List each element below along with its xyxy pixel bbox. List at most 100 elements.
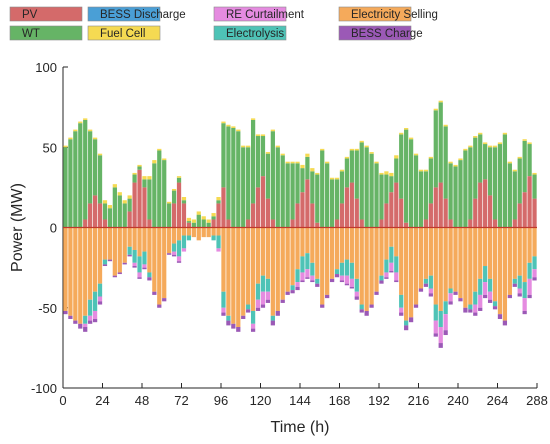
bar-electrolysis xyxy=(433,304,438,321)
bar-electricity-selling xyxy=(399,227,404,295)
bar-electricity-selling xyxy=(295,227,300,270)
bar-electricity-selling xyxy=(384,227,389,260)
bar-electricity-selling xyxy=(162,227,167,299)
bar-fuel-cell xyxy=(255,134,261,137)
bar-bess-charge xyxy=(221,312,226,316)
bar-electricity-selling xyxy=(290,227,295,286)
bar-re-curtailment xyxy=(295,282,300,287)
bar-pv xyxy=(428,203,433,228)
bar-fuel-cell xyxy=(176,176,182,178)
bar-bess-charge xyxy=(478,307,483,311)
bar-bess-charge xyxy=(157,304,162,308)
bar-electricity-selling xyxy=(315,227,320,279)
x-tick-label: 96 xyxy=(214,393,228,408)
legend-label-re-curtailment: RE Curtailment xyxy=(226,9,305,21)
bar-re-curtailment xyxy=(483,282,488,295)
bar-electricity-selling xyxy=(418,227,424,289)
bar-fuel-cell xyxy=(349,148,354,151)
bar-wt xyxy=(260,136,266,177)
legend-swatch-electricity-selling xyxy=(338,6,412,22)
bar-bess-charge xyxy=(167,253,172,255)
bar-bess-charge xyxy=(384,277,389,279)
bar-wt xyxy=(250,119,256,204)
x-tick-label: 144 xyxy=(289,393,311,408)
bar-wt xyxy=(290,163,295,220)
bar-electricity-selling xyxy=(102,227,108,260)
legend-label-pv: PV xyxy=(22,9,38,21)
bar-pv xyxy=(443,198,448,228)
bar-wt xyxy=(408,139,414,228)
bar-electricity-selling xyxy=(344,227,350,260)
bar-bess-charge xyxy=(88,320,93,324)
bar-pv xyxy=(468,219,473,228)
bar-fuel-cell xyxy=(399,132,404,135)
bar-fuel-cell xyxy=(201,216,206,220)
bar-fuel-cell xyxy=(92,137,98,140)
bar-fuel-cell xyxy=(300,164,305,169)
bar-electricity-selling xyxy=(487,227,493,279)
bar-wt xyxy=(275,147,280,228)
bar-electricity-selling xyxy=(181,227,187,236)
bar-electrolysis xyxy=(221,291,226,308)
bar-fuel-cell xyxy=(280,153,285,156)
bar-fuel-cell xyxy=(497,142,503,145)
bar-fuel-cell xyxy=(241,145,246,148)
bar-pv xyxy=(246,219,251,228)
bar-wt xyxy=(236,131,241,228)
bar-fuel-cell xyxy=(290,161,295,164)
bar-electricity-selling xyxy=(483,227,488,267)
bar-electricity-selling xyxy=(132,227,137,250)
bar-wt xyxy=(453,166,458,228)
x-tick-label: 120 xyxy=(250,393,272,408)
bar-wt xyxy=(221,123,226,188)
bar-electricity-selling xyxy=(83,227,88,316)
bar-wt xyxy=(176,177,182,183)
bar-electricity-selling xyxy=(147,227,152,273)
legend-swatch-pv xyxy=(9,6,83,22)
bar-wt xyxy=(78,123,83,228)
bar-fuel-cell xyxy=(379,172,384,175)
bar-electricity-selling xyxy=(310,227,315,263)
bar-bess-charge xyxy=(107,259,113,262)
bar-wt xyxy=(186,221,192,223)
bar-fuel-cell xyxy=(147,176,152,180)
bar-wt xyxy=(404,129,409,223)
bar-fuel-cell xyxy=(102,200,108,204)
bar-wt xyxy=(157,150,162,228)
bar-electricity-selling xyxy=(73,227,78,321)
bar-wt xyxy=(522,140,527,193)
x-tick-label: 216 xyxy=(408,393,430,408)
bar-electrolysis xyxy=(468,304,473,310)
bar-bess-charge xyxy=(122,262,127,265)
bar-wt xyxy=(487,147,493,196)
bar-fuel-cell xyxy=(275,145,280,148)
bar-fuel-cell xyxy=(88,129,93,132)
bar-electrolysis xyxy=(492,301,498,307)
bar-electrolysis xyxy=(315,278,320,284)
bar-fuel-cell xyxy=(334,177,340,180)
bar-electricity-selling xyxy=(275,227,280,311)
bar-pv xyxy=(334,219,340,228)
bar-electrolysis xyxy=(250,310,256,324)
bar-wt xyxy=(532,174,537,199)
bar-bess-charge xyxy=(300,280,305,283)
bar-bess-charge xyxy=(487,299,493,303)
bar-wt xyxy=(206,222,211,228)
bar-bess-charge xyxy=(374,291,379,295)
bar-re-curtailment xyxy=(265,291,271,300)
bar-electricity-selling xyxy=(502,227,508,321)
bar-wt xyxy=(413,155,419,228)
bar-wt xyxy=(497,144,503,228)
bar-fuel-cell xyxy=(285,161,290,164)
bar-wt xyxy=(448,163,453,220)
bar-electrolysis xyxy=(394,256,399,273)
bar-bess-charge xyxy=(320,304,325,308)
bar-bess-charge xyxy=(250,328,256,332)
bar-bess-charge xyxy=(364,310,369,316)
bar-electrolysis xyxy=(512,278,517,284)
bar-electricity-selling xyxy=(260,227,266,276)
bar-electricity-selling xyxy=(374,227,379,292)
bar-bess-charge xyxy=(137,277,142,279)
bar-fuel-cell xyxy=(157,148,162,151)
bar-fuel-cell xyxy=(216,197,221,201)
